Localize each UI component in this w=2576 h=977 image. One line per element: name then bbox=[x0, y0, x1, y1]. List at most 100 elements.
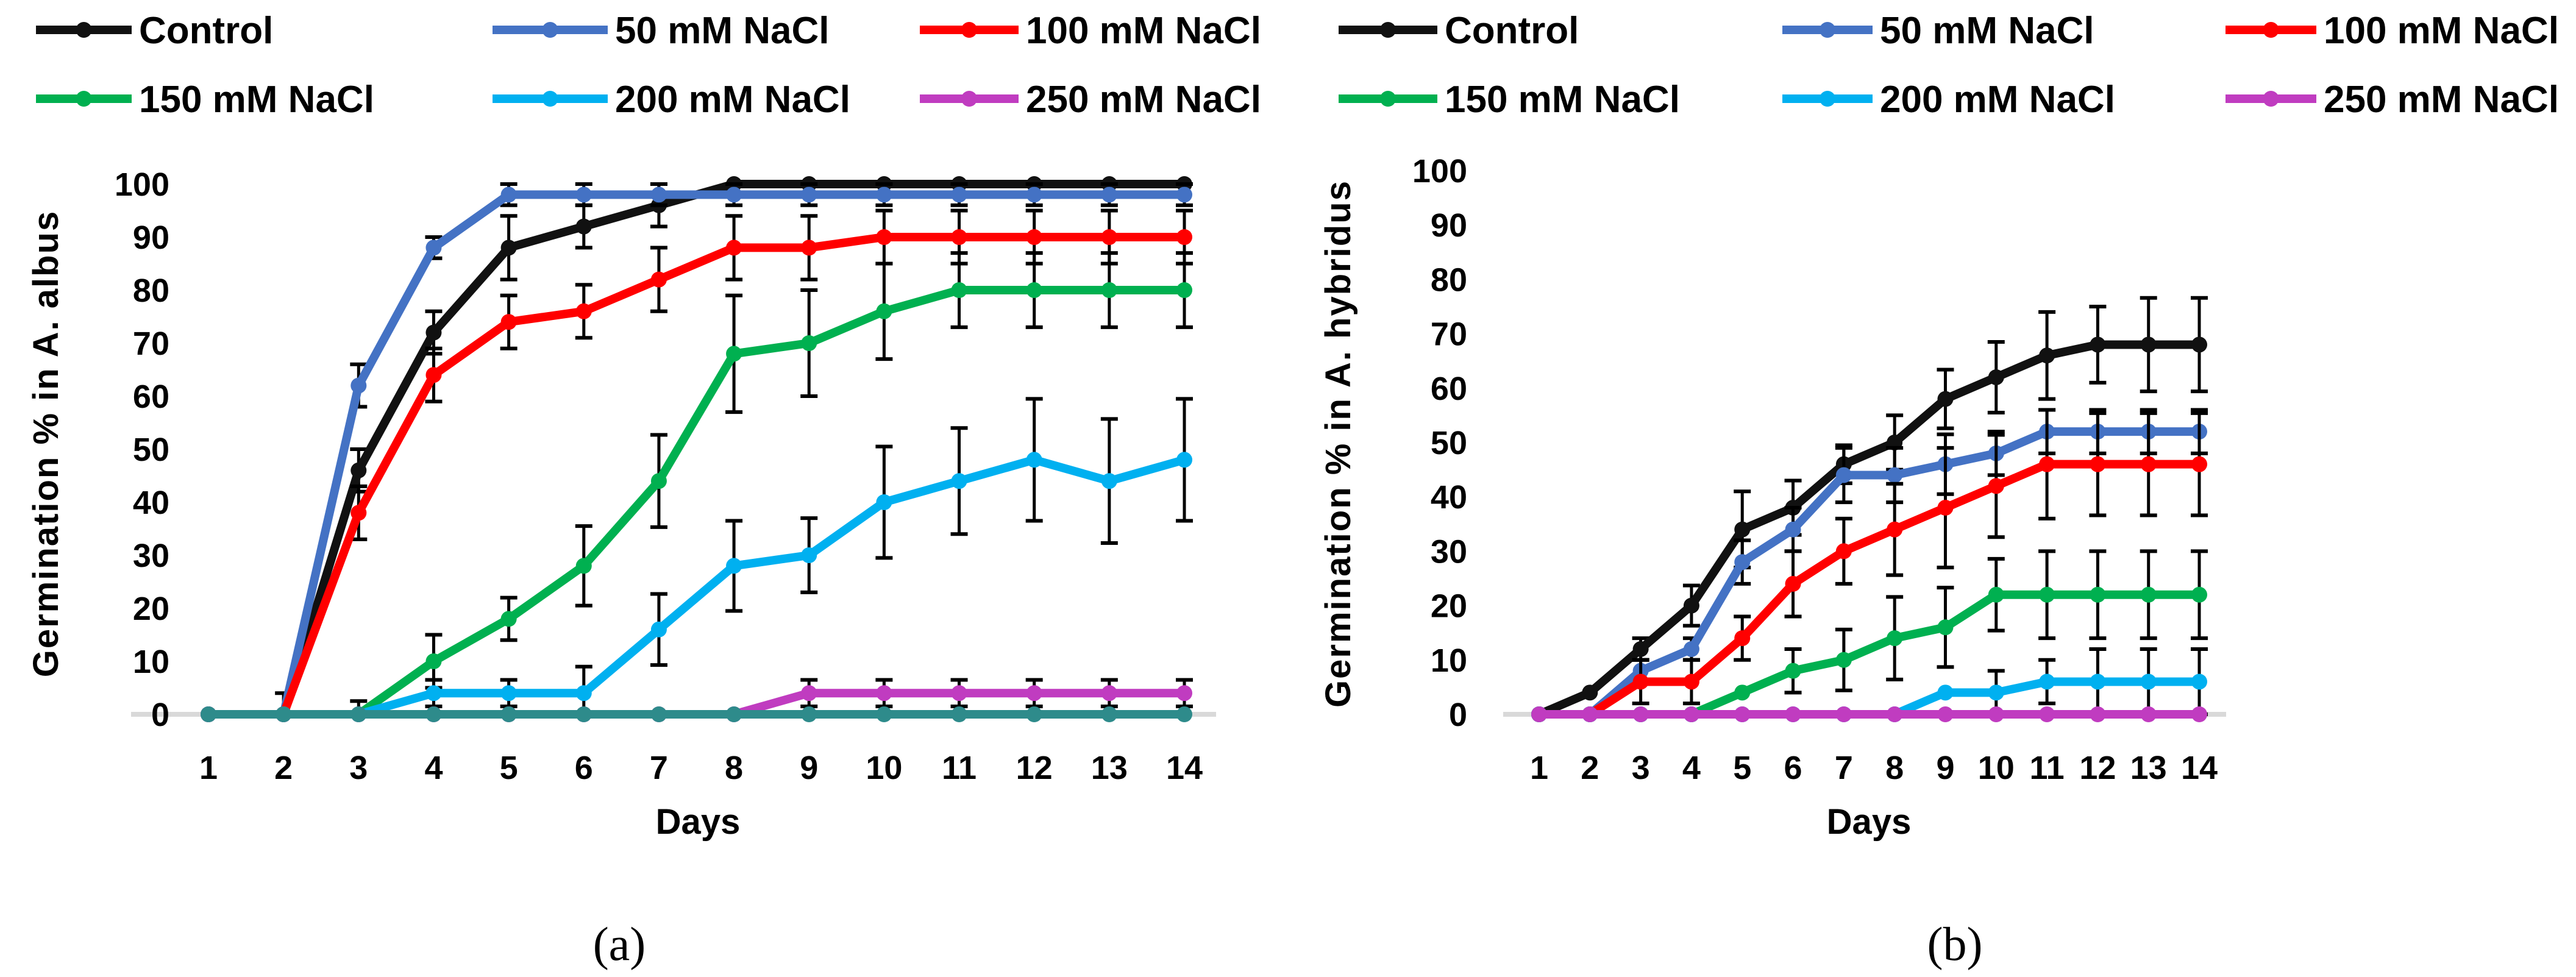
legend-marker bbox=[1820, 22, 1835, 38]
data-point bbox=[1887, 706, 1903, 722]
data-point bbox=[650, 271, 667, 288]
x-tick-label: 5 bbox=[500, 750, 518, 786]
x-tick-label: 13 bbox=[1091, 750, 1128, 786]
y-tick-label: 60 bbox=[133, 378, 169, 415]
series-line bbox=[208, 455, 1186, 719]
series-control bbox=[1531, 296, 2208, 722]
data-point bbox=[650, 187, 667, 203]
data-point bbox=[1785, 706, 1801, 722]
data-point bbox=[276, 706, 292, 722]
y-tick-label: 0 bbox=[1449, 697, 1467, 733]
legend-marker bbox=[76, 91, 92, 107]
data-point bbox=[1835, 706, 1852, 722]
data-point bbox=[650, 473, 667, 489]
data-point bbox=[2090, 706, 2106, 722]
data-point bbox=[650, 706, 667, 722]
legend-marker bbox=[1380, 91, 1396, 107]
legend-item: 200 mM NaCl bbox=[493, 79, 850, 121]
data-point bbox=[951, 685, 967, 702]
data-point bbox=[1683, 673, 1699, 690]
data-point bbox=[1683, 597, 1699, 614]
data-point bbox=[1835, 543, 1852, 560]
series-unlabeled bbox=[201, 706, 1192, 722]
data-point bbox=[876, 229, 892, 245]
series-line bbox=[208, 233, 1184, 719]
data-point bbox=[876, 303, 892, 319]
data-point bbox=[1785, 521, 1801, 538]
legend-marker bbox=[542, 22, 558, 38]
data-point bbox=[2191, 673, 2207, 690]
data-point bbox=[726, 240, 742, 256]
legend-item: 200 mM NaCl bbox=[1782, 79, 2115, 121]
data-point bbox=[425, 240, 442, 256]
panel-label: (b) bbox=[1927, 917, 1983, 970]
data-point bbox=[350, 377, 367, 394]
series-100-mm-nacl bbox=[1531, 408, 2208, 722]
legend-label: 150 mM NaCl bbox=[139, 79, 374, 121]
x-tick-label: 14 bbox=[2181, 750, 2218, 786]
y-tick-label: 50 bbox=[1431, 425, 1467, 461]
data-point bbox=[425, 324, 442, 341]
data-point bbox=[1026, 706, 1042, 722]
x-tick-label: 9 bbox=[800, 750, 818, 786]
y-tick-label: 0 bbox=[151, 697, 169, 733]
data-point bbox=[801, 547, 817, 563]
y-axis-title: Germination % in A. hybridus bbox=[1318, 180, 1358, 708]
data-point bbox=[876, 685, 892, 702]
y-tick-label: 80 bbox=[133, 272, 169, 309]
x-tick-label: 6 bbox=[1784, 750, 1802, 786]
data-point bbox=[2191, 456, 2207, 472]
y-tick-label: 90 bbox=[1431, 207, 1467, 244]
data-point bbox=[425, 367, 442, 383]
series-line bbox=[1539, 427, 2199, 719]
data-point bbox=[201, 706, 216, 722]
x-tick-label: 4 bbox=[1682, 750, 1701, 786]
data-point bbox=[1937, 706, 1954, 722]
data-point bbox=[350, 505, 367, 521]
legend-item: 100 mM NaCl bbox=[920, 10, 1261, 52]
x-tick-label: 1 bbox=[199, 750, 218, 786]
panel-label: (a) bbox=[593, 917, 646, 970]
data-point bbox=[1026, 229, 1042, 245]
series-control bbox=[201, 176, 1192, 722]
data-point bbox=[500, 187, 517, 203]
data-point bbox=[726, 346, 742, 362]
x-tick-label: 7 bbox=[650, 750, 668, 786]
legend-label: 200 mM NaCl bbox=[615, 79, 850, 121]
data-point bbox=[1937, 684, 1954, 701]
x-tick-label: 3 bbox=[349, 750, 368, 786]
data-point bbox=[1632, 641, 1649, 657]
data-point bbox=[801, 706, 817, 722]
data-point bbox=[1988, 684, 2004, 701]
x-axis-title: Days bbox=[1827, 802, 1912, 842]
legend-label: 250 mM NaCl bbox=[2324, 79, 2559, 121]
data-point bbox=[575, 303, 592, 319]
data-point bbox=[1101, 282, 1117, 298]
data-point bbox=[575, 558, 592, 574]
x-tick-label: 13 bbox=[2130, 750, 2167, 786]
data-point bbox=[1176, 452, 1192, 468]
legend-marker bbox=[2263, 22, 2279, 38]
data-point bbox=[1026, 685, 1042, 702]
legend-item: Control bbox=[1339, 10, 1579, 52]
series-line bbox=[208, 286, 1184, 719]
data-point bbox=[1632, 673, 1649, 690]
data-point bbox=[801, 187, 817, 203]
data-point bbox=[2090, 456, 2106, 472]
y-tick-label: 70 bbox=[133, 325, 169, 362]
x-axis-title: Days bbox=[656, 802, 741, 842]
legend-label: 150 mM NaCl bbox=[1445, 79, 1680, 121]
data-point bbox=[2039, 586, 2055, 603]
legend-label: 100 mM NaCl bbox=[2324, 10, 2559, 52]
data-point bbox=[500, 314, 517, 330]
x-tick-label: 6 bbox=[575, 750, 593, 786]
data-point bbox=[726, 706, 742, 722]
data-point bbox=[1734, 521, 1751, 538]
legend-label: 50 mM NaCl bbox=[1880, 10, 2094, 52]
data-point bbox=[1988, 369, 2004, 385]
data-point bbox=[1734, 554, 1751, 570]
x-tick-label: 1 bbox=[1530, 750, 1548, 786]
legend-marker bbox=[542, 91, 558, 107]
data-point bbox=[1887, 630, 1903, 647]
